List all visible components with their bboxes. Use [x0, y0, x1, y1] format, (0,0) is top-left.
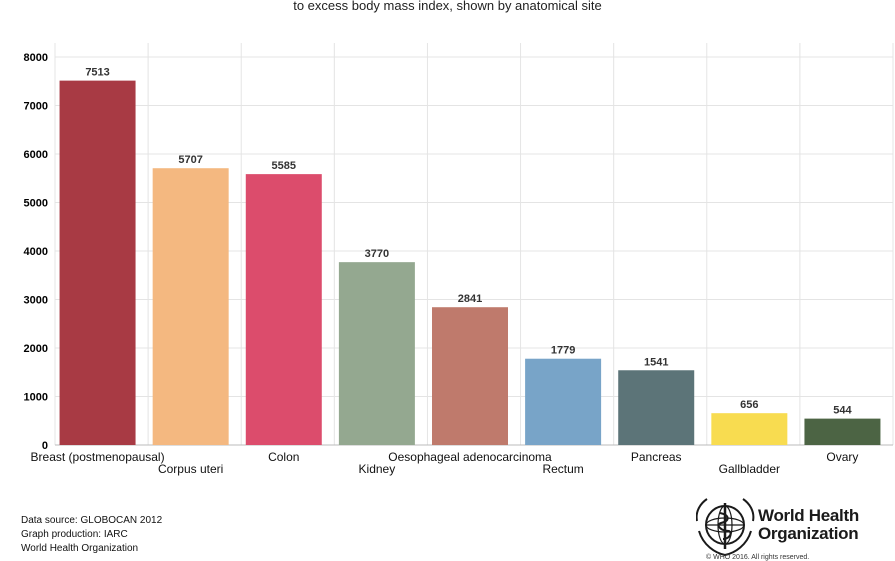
- footer-credits: Data source: GLOBOCAN 2012 Graph product…: [21, 514, 162, 556]
- bar: [525, 358, 602, 445]
- y-tick-label: 3000: [24, 295, 48, 307]
- y-tick-label: 1000: [24, 392, 48, 404]
- copyright-notice: © WHO 2016. All rights reserved.: [706, 554, 810, 561]
- data-source: Data source: GLOBOCAN 2012: [21, 515, 163, 526]
- data-label: 1541: [644, 356, 668, 368]
- category-label: Pancreas: [631, 450, 682, 464]
- data-label: 5585: [272, 160, 296, 172]
- category-label: Ovary: [826, 450, 858, 464]
- y-tick-label: 6000: [24, 149, 48, 161]
- data-label: 5707: [178, 154, 202, 166]
- category-label: Corpus uteri: [158, 462, 223, 476]
- data-label: 7513: [85, 67, 109, 79]
- chart-labels: 7513 Breast (postmenopausal) 5707 Corpus ut…: [31, 67, 859, 476]
- bar: [432, 307, 508, 445]
- chart-bars: [59, 80, 881, 445]
- category-label: Gallbladder: [719, 462, 780, 476]
- who-line-1: World Health: [758, 506, 859, 525]
- data-label: 1779: [551, 345, 575, 357]
- category-label: Rectum: [542, 462, 583, 476]
- category-label: Colon: [268, 450, 299, 464]
- bar: [804, 418, 881, 445]
- bar-chart: 0 1000 2000 3000 4000 5000 6000 7000 8000 7513 Br…: [24, 43, 894, 476]
- bar: [152, 168, 229, 445]
- bar: [59, 80, 136, 445]
- bar: [711, 413, 788, 445]
- chart-subtitle: to excess body mass index, shown by anat…: [293, 0, 602, 13]
- bar: [618, 370, 695, 445]
- y-tick-label: 0: [42, 440, 48, 452]
- y-tick-label: 4000: [24, 246, 48, 258]
- y-tick-label: 5000: [24, 198, 48, 210]
- organization-name: World Health Organization: [21, 543, 139, 554]
- graph-production: Graph production: IARC: [21, 529, 128, 540]
- data-label: 544: [833, 405, 852, 417]
- bar: [245, 174, 322, 445]
- who-logo-emblem-icon: [696, 498, 755, 557]
- category-label: Breast (postmenopausal): [31, 450, 165, 464]
- y-tick-label: 8000: [24, 52, 48, 64]
- chart-grid: [54, 43, 894, 446]
- who-wordmark: World Health Organization: [758, 507, 859, 543]
- bar: [338, 262, 415, 445]
- category-label: Oesophageal adenocarcinoma: [388, 450, 552, 464]
- who-line-2: Organization: [758, 524, 859, 543]
- data-label: 656: [740, 399, 758, 411]
- data-label: 3770: [365, 248, 389, 260]
- y-tick-label: 2000: [24, 343, 48, 355]
- y-tick-label: 7000: [24, 101, 48, 113]
- data-label: 2841: [458, 293, 482, 305]
- category-label: Kidney: [359, 462, 396, 476]
